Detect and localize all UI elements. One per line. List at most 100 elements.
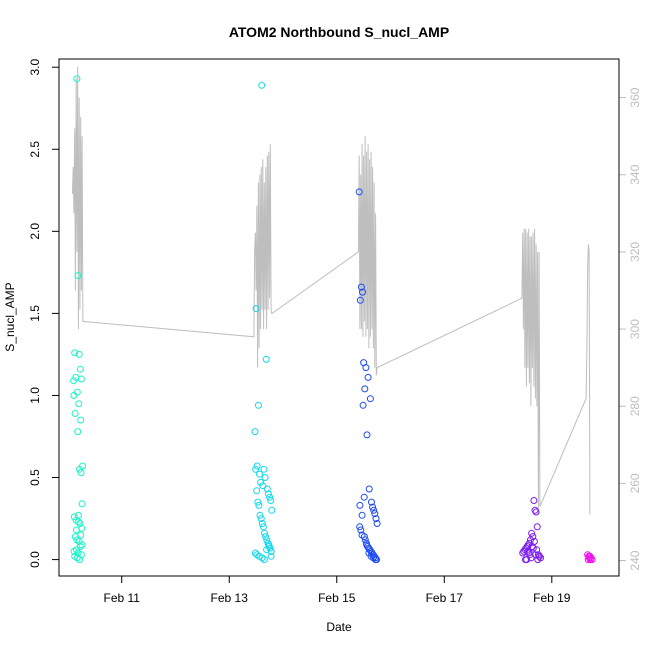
data-point bbox=[75, 350, 83, 358]
data-point bbox=[370, 506, 378, 514]
data-point bbox=[533, 523, 541, 531]
data-point bbox=[76, 465, 83, 473]
data-point bbox=[534, 556, 542, 564]
data-point bbox=[253, 462, 261, 470]
data-point bbox=[70, 392, 78, 399]
points-layer bbox=[70, 75, 596, 564]
y-tick-label: 0.0 bbox=[28, 551, 42, 568]
data-point bbox=[264, 490, 272, 498]
data-point bbox=[372, 556, 380, 564]
x-tick-label: Feb 19 bbox=[533, 591, 571, 605]
data-point bbox=[527, 554, 535, 562]
data-point bbox=[252, 465, 260, 473]
data-point bbox=[258, 554, 266, 562]
data-point bbox=[532, 508, 540, 516]
data-point bbox=[253, 551, 261, 559]
data-point bbox=[259, 482, 267, 490]
y-tick-label: 2.5 bbox=[28, 141, 42, 158]
data-point bbox=[529, 544, 537, 552]
data-point bbox=[260, 556, 268, 564]
y2-tick-label: 360 bbox=[628, 87, 642, 107]
data-point bbox=[360, 493, 368, 501]
data-point bbox=[71, 349, 79, 357]
data-point bbox=[267, 547, 275, 555]
data-point bbox=[369, 503, 377, 511]
x-tick-label: Feb 17 bbox=[426, 591, 464, 605]
x-tick-label: Feb 11 bbox=[103, 591, 140, 605]
data-point bbox=[258, 81, 266, 89]
data-point bbox=[268, 506, 276, 514]
chart-title: ATOM2 Northbound S_nucl_AMP bbox=[229, 24, 449, 40]
data-point bbox=[266, 544, 274, 552]
data-point bbox=[262, 533, 270, 541]
data-point bbox=[356, 296, 364, 304]
data-point bbox=[71, 410, 79, 417]
data-point bbox=[585, 554, 593, 562]
data-point bbox=[356, 523, 364, 531]
data-point bbox=[252, 305, 260, 312]
data-point bbox=[261, 474, 269, 481]
data-point bbox=[258, 520, 266, 527]
data-point bbox=[520, 547, 528, 555]
data-point bbox=[357, 526, 365, 534]
data-point bbox=[73, 75, 81, 83]
y2-tick-label: 320 bbox=[628, 242, 642, 262]
data-point bbox=[76, 556, 83, 564]
data-point bbox=[259, 523, 267, 531]
y2-tick-label: 300 bbox=[628, 319, 642, 339]
data-point bbox=[262, 355, 270, 363]
data-point bbox=[360, 533, 368, 541]
data-point bbox=[358, 511, 366, 519]
data-point bbox=[73, 554, 81, 562]
data-point bbox=[359, 288, 366, 296]
data-point bbox=[372, 515, 380, 523]
data-point bbox=[254, 498, 262, 506]
data-point bbox=[363, 541, 371, 549]
data-point bbox=[528, 529, 536, 537]
data-point bbox=[523, 556, 531, 564]
data-point bbox=[75, 518, 83, 526]
data-point bbox=[365, 485, 373, 493]
data-point bbox=[263, 485, 271, 493]
data-point bbox=[530, 538, 538, 545]
data-point bbox=[74, 272, 82, 280]
data-point bbox=[260, 465, 268, 473]
data-point bbox=[251, 428, 259, 436]
data-point bbox=[75, 400, 83, 408]
y-axis-label: S_nucl_AMP bbox=[3, 282, 17, 351]
data-point bbox=[74, 511, 82, 519]
data-point bbox=[373, 520, 381, 527]
data-point bbox=[257, 515, 265, 523]
data-point bbox=[261, 529, 268, 537]
y-tick-label: 1.5 bbox=[28, 305, 42, 322]
data-point bbox=[253, 487, 261, 495]
data-point bbox=[371, 510, 379, 518]
data-point bbox=[78, 541, 86, 549]
data-point bbox=[586, 556, 594, 564]
data-point bbox=[256, 511, 264, 519]
y2-tick-label: 240 bbox=[628, 550, 642, 570]
y-tick-label: 2.0 bbox=[28, 223, 42, 240]
data-point bbox=[362, 364, 370, 372]
data-point bbox=[530, 497, 538, 504]
data-point bbox=[74, 428, 82, 436]
data-point bbox=[77, 469, 85, 477]
data-point bbox=[535, 552, 543, 560]
y2-tick-label: 280 bbox=[628, 396, 642, 416]
x-tick-label: Feb 13 bbox=[211, 591, 249, 605]
data-point bbox=[364, 373, 372, 381]
data-point bbox=[254, 401, 262, 409]
data-point bbox=[368, 498, 375, 506]
data-point bbox=[266, 493, 274, 501]
data-point bbox=[533, 546, 541, 554]
data-point bbox=[70, 377, 78, 385]
data-point bbox=[367, 552, 375, 560]
data-point bbox=[267, 497, 275, 504]
data-point bbox=[361, 536, 369, 544]
y-tick-label: 0.5 bbox=[28, 469, 42, 486]
data-point bbox=[256, 470, 263, 478]
data-point bbox=[366, 395, 374, 403]
plot-frame bbox=[58, 58, 620, 577]
